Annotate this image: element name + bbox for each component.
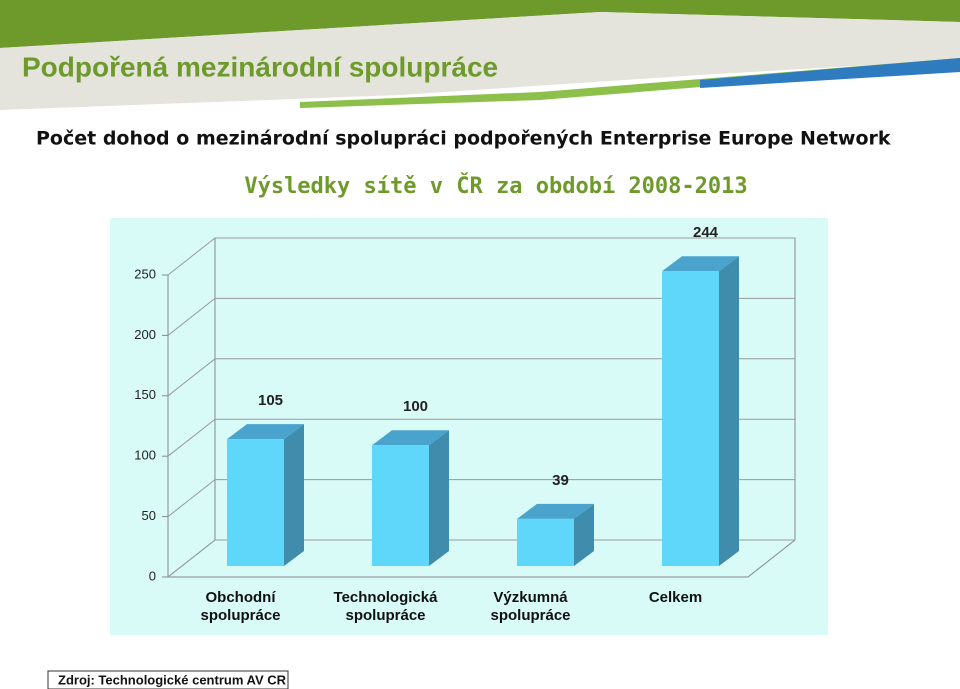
bar-side — [574, 503, 594, 566]
grid-line — [167, 237, 795, 276]
bar-top — [517, 503, 594, 519]
source-box — [47, 670, 289, 689]
header-band — [0, 0, 960, 48]
x-tick-label: Obchodní spolupráce — [200, 589, 281, 624]
grid-line — [167, 297, 795, 336]
grid-line — [167, 479, 795, 517]
bar-top — [662, 256, 739, 272]
chart-title: Výsledky sítě v ČR za období 2008-2013 — [244, 173, 747, 199]
y-tick-label: 200 — [134, 327, 156, 342]
grid-line — [167, 418, 795, 457]
x-tick-label: Technologická spolupráce — [333, 589, 438, 624]
header-stripe — [300, 58, 960, 108]
slide-subtitle: Počet dohod o mezinárodní spolupráci pod… — [36, 128, 891, 150]
x-tick-label: Celkem — [648, 589, 703, 606]
bar-side — [429, 430, 449, 566]
source: Zdroj: Technologické centrum AV CR — [58, 672, 287, 687]
y-tick-label: 250 — [134, 266, 156, 281]
bar — [662, 271, 719, 566]
bar — [372, 445, 429, 566]
y-tick-label: 0 — [149, 568, 156, 583]
header-stripe — [700, 58, 960, 88]
header-band — [0, 12, 960, 110]
bar-side — [719, 256, 739, 566]
data-label: 105 — [258, 392, 283, 409]
grid-line — [167, 539, 795, 578]
bar — [517, 518, 574, 566]
bar-top — [372, 430, 449, 446]
data-label: 100 — [403, 398, 428, 415]
bar — [227, 439, 284, 566]
y-tick-label: 50 — [142, 508, 156, 523]
x-tick-label: Výzkumná spolupráce — [490, 589, 571, 624]
y-tick-label: 150 — [134, 387, 156, 402]
data-label: 39 — [552, 472, 569, 489]
grid-line — [167, 358, 795, 397]
y-tick-label: 100 — [134, 448, 156, 463]
slide-title: Podpořená mezinárodní spolupráce — [22, 51, 498, 82]
axis-wall — [167, 237, 796, 578]
data-label: 244 — [693, 224, 719, 241]
bar-top — [227, 424, 304, 440]
bar-side — [284, 424, 304, 566]
